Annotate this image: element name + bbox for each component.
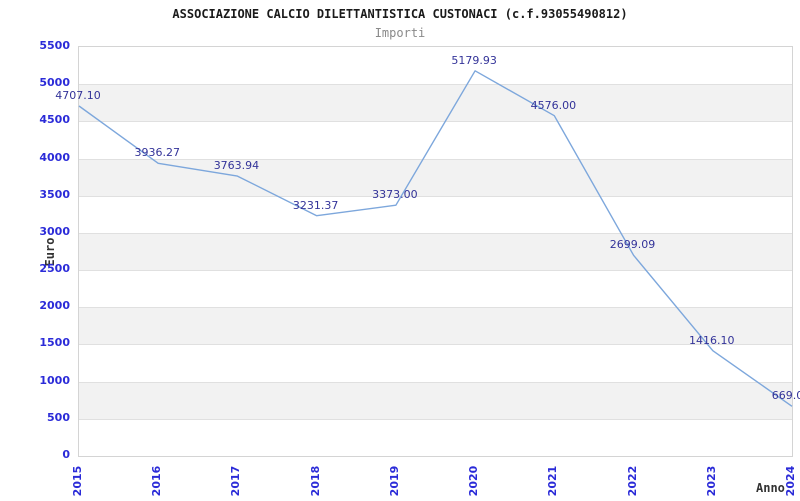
grid-band — [79, 307, 792, 345]
x-tick-label: 2019 — [387, 465, 401, 497]
grid-band — [79, 158, 792, 196]
data-label: 669.00 — [771, 389, 800, 403]
x-tick-label: 2020 — [467, 465, 481, 497]
data-label: 3373.00 — [372, 188, 418, 202]
gridline — [79, 84, 792, 85]
gridline — [79, 159, 792, 160]
y-tick-label: 3500 — [39, 187, 70, 201]
gridline — [79, 344, 792, 345]
gridline — [79, 270, 792, 271]
gridline — [79, 121, 792, 122]
y-tick-label: 1000 — [39, 373, 70, 387]
x-tick-label: 2021 — [546, 465, 560, 497]
gridline — [79, 382, 792, 383]
grid-band — [79, 232, 792, 271]
x-tick-label: 2015 — [71, 465, 84, 497]
y-tick-label: 5000 — [39, 76, 70, 90]
gridline — [79, 196, 792, 197]
data-label: 1416.10 — [689, 333, 735, 347]
x-tick-label: 2022 — [625, 465, 639, 497]
y-tick-label: 1500 — [39, 336, 70, 350]
data-label: 2699.09 — [609, 238, 656, 252]
gridline — [79, 307, 792, 308]
x-tick-label: 2018 — [308, 465, 322, 497]
grid-band — [79, 381, 792, 419]
y-tick-label: 5500 — [39, 39, 70, 52]
x-axis-title: Anno — [756, 481, 785, 495]
chart-title: ASSOCIAZIONE CALCIO DILETTANTISTICA CUST… — [172, 7, 628, 21]
data-label: 4576.00 — [530, 98, 577, 112]
x-tick-label: 2017 — [229, 465, 243, 497]
y-tick-label: 2000 — [39, 299, 70, 313]
x-tick-label: 2023 — [704, 465, 718, 497]
chart-subtitle: Importi — [374, 26, 426, 40]
y-tick-label: 500 — [47, 410, 70, 424]
data-label: 3763.94 — [213, 159, 260, 173]
y-tick-label: 0 — [62, 448, 70, 461]
plot-area — [78, 46, 793, 457]
y-tick-label: 3000 — [39, 224, 70, 238]
x-tick-label: 2016 — [150, 465, 164, 497]
y-tick-label: 2500 — [39, 262, 70, 276]
data-label: 3936.27 — [134, 146, 180, 160]
series-line — [78, 70, 793, 407]
data-label: 3231.37 — [292, 198, 339, 212]
data-label: 5179.93 — [451, 53, 497, 67]
data-label: 4707.10 — [55, 88, 101, 102]
y-tick-label: 4000 — [39, 150, 70, 164]
grid-band — [79, 84, 792, 122]
series-line-svg — [78, 70, 793, 407]
gridline — [79, 233, 792, 234]
gridline — [79, 419, 792, 420]
y-tick-label: 4500 — [39, 113, 70, 127]
